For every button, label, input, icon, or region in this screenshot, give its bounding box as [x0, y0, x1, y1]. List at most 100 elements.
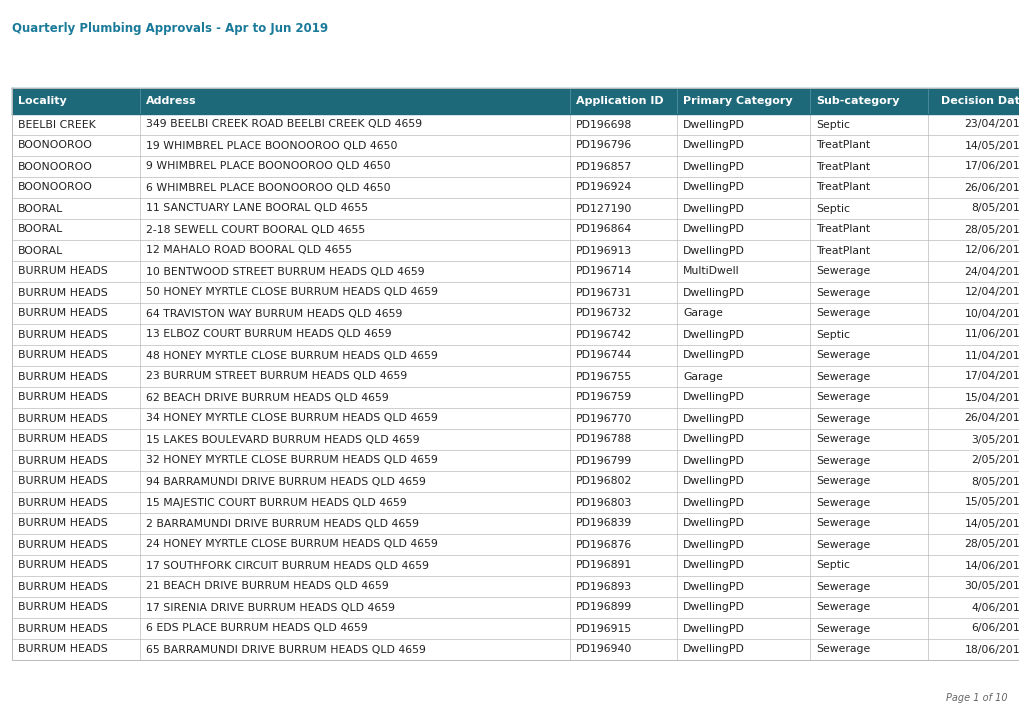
Text: BURRUM HEADS: BURRUM HEADS — [18, 309, 108, 319]
Text: 2 BARRAMUNDI DRIVE BURRUM HEADS QLD 4659: 2 BARRAMUNDI DRIVE BURRUM HEADS QLD 4659 — [146, 518, 419, 528]
Text: 9 WHIMBREL PLACE BOONOOROO QLD 4650: 9 WHIMBREL PLACE BOONOOROO QLD 4650 — [146, 162, 390, 172]
Text: Sewerage: Sewerage — [815, 392, 869, 402]
Text: 23/04/2019: 23/04/2019 — [964, 120, 1019, 130]
Text: BOONOOROO: BOONOOROO — [18, 162, 93, 172]
Text: DwellingPD: DwellingPD — [683, 203, 744, 213]
Text: Sewerage: Sewerage — [815, 267, 869, 276]
Text: Sewerage: Sewerage — [815, 539, 869, 549]
Text: DwellingPD: DwellingPD — [683, 582, 744, 591]
Text: PD196744: PD196744 — [576, 350, 632, 360]
Text: PD196714: PD196714 — [576, 267, 632, 276]
Text: PD196899: PD196899 — [576, 603, 632, 613]
Text: DwellingPD: DwellingPD — [683, 497, 744, 508]
Text: 15 MAJESTIC COURT BURRUM HEADS QLD 4659: 15 MAJESTIC COURT BURRUM HEADS QLD 4659 — [146, 497, 407, 508]
Text: PD127190: PD127190 — [576, 203, 632, 213]
Text: DwellingPD: DwellingPD — [683, 414, 744, 423]
Text: Sewerage: Sewerage — [815, 624, 869, 634]
Text: DwellingPD: DwellingPD — [683, 624, 744, 634]
Text: DwellingPD: DwellingPD — [683, 456, 744, 466]
Text: 11 SANCTUARY LANE BOORAL QLD 4655: 11 SANCTUARY LANE BOORAL QLD 4655 — [146, 203, 368, 213]
Text: DwellingPD: DwellingPD — [683, 288, 744, 298]
Text: Sewerage: Sewerage — [815, 477, 869, 487]
Text: Sewerage: Sewerage — [815, 414, 869, 423]
Text: 24 HONEY MYRTLE CLOSE BURRUM HEADS QLD 4659: 24 HONEY MYRTLE CLOSE BURRUM HEADS QLD 4… — [146, 539, 437, 549]
Text: TreatPlant: TreatPlant — [815, 245, 869, 255]
Text: Sewerage: Sewerage — [815, 456, 869, 466]
Text: DwellingPD: DwellingPD — [683, 245, 744, 255]
Text: 8/05/2019: 8/05/2019 — [970, 203, 1019, 213]
Text: Quarterly Plumbing Approvals - Apr to Jun 2019: Quarterly Plumbing Approvals - Apr to Ju… — [12, 22, 328, 35]
Text: BURRUM HEADS: BURRUM HEADS — [18, 560, 108, 570]
Text: 17 SOUTHFORK CIRCUIT BURRUM HEADS QLD 4659: 17 SOUTHFORK CIRCUIT BURRUM HEADS QLD 46… — [146, 560, 429, 570]
Text: TreatPlant: TreatPlant — [815, 182, 869, 193]
Text: Sewerage: Sewerage — [815, 309, 869, 319]
Text: 17/04/2019: 17/04/2019 — [964, 371, 1019, 381]
Text: Address: Address — [146, 96, 197, 106]
Text: DwellingPD: DwellingPD — [683, 539, 744, 549]
Text: Sewerage: Sewerage — [815, 371, 869, 381]
Text: 30/05/2019: 30/05/2019 — [963, 582, 1019, 591]
Text: BURRUM HEADS: BURRUM HEADS — [18, 288, 108, 298]
Text: 15/05/2019: 15/05/2019 — [964, 497, 1019, 508]
Text: 2/05/2019: 2/05/2019 — [970, 456, 1019, 466]
Text: Garage: Garage — [683, 309, 722, 319]
Text: BURRUM HEADS: BURRUM HEADS — [18, 539, 108, 549]
Text: PD196893: PD196893 — [576, 582, 632, 591]
Text: BURRUM HEADS: BURRUM HEADS — [18, 392, 108, 402]
Text: 12/06/2019: 12/06/2019 — [964, 245, 1019, 255]
Text: PD196891: PD196891 — [576, 560, 632, 570]
Text: BOONOOROO: BOONOOROO — [18, 141, 93, 151]
Text: Sewerage: Sewerage — [815, 288, 869, 298]
Text: Application ID: Application ID — [576, 96, 663, 106]
Text: DwellingPD: DwellingPD — [683, 162, 744, 172]
Text: 6 WHIMBREL PLACE BOONOOROO QLD 4650: 6 WHIMBREL PLACE BOONOOROO QLD 4650 — [146, 182, 390, 193]
Text: 3/05/2019: 3/05/2019 — [970, 435, 1019, 445]
Text: BOORAL: BOORAL — [18, 245, 63, 255]
Text: PD196940: PD196940 — [576, 645, 632, 655]
Text: 65 BARRAMUNDI DRIVE BURRUM HEADS QLD 4659: 65 BARRAMUNDI DRIVE BURRUM HEADS QLD 465… — [146, 645, 426, 655]
Text: BURRUM HEADS: BURRUM HEADS — [18, 603, 108, 613]
Text: BEELBI CREEK: BEELBI CREEK — [18, 120, 96, 130]
Text: 349 BEELBI CREEK ROAD BEELBI CREEK QLD 4659: 349 BEELBI CREEK ROAD BEELBI CREEK QLD 4… — [146, 120, 422, 130]
Text: PD196742: PD196742 — [576, 329, 632, 340]
Text: DwellingPD: DwellingPD — [683, 120, 744, 130]
Text: Sewerage: Sewerage — [815, 518, 869, 528]
Text: BURRUM HEADS: BURRUM HEADS — [18, 497, 108, 508]
Text: Garage: Garage — [683, 371, 722, 381]
Text: 4/06/2019: 4/06/2019 — [970, 603, 1019, 613]
Text: 14/06/2019: 14/06/2019 — [964, 560, 1019, 570]
Text: Sewerage: Sewerage — [815, 603, 869, 613]
Text: DwellingPD: DwellingPD — [683, 518, 744, 528]
Text: BURRUM HEADS: BURRUM HEADS — [18, 518, 108, 528]
Text: PD196857: PD196857 — [576, 162, 632, 172]
Text: 34 HONEY MYRTLE CLOSE BURRUM HEADS QLD 4659: 34 HONEY MYRTLE CLOSE BURRUM HEADS QLD 4… — [146, 414, 437, 423]
Text: PD196876: PD196876 — [576, 539, 632, 549]
Text: 2-18 SEWELL COURT BOORAL QLD 4655: 2-18 SEWELL COURT BOORAL QLD 4655 — [146, 224, 365, 234]
Text: 11/06/2019: 11/06/2019 — [964, 329, 1019, 340]
Text: BOORAL: BOORAL — [18, 224, 63, 234]
Text: BURRUM HEADS: BURRUM HEADS — [18, 435, 108, 445]
Text: PD196759: PD196759 — [576, 392, 632, 402]
Text: 94 BARRAMUNDI DRIVE BURRUM HEADS QLD 4659: 94 BARRAMUNDI DRIVE BURRUM HEADS QLD 465… — [146, 477, 426, 487]
Text: DwellingPD: DwellingPD — [683, 645, 744, 655]
Text: PD196788: PD196788 — [576, 435, 632, 445]
Text: Septic: Septic — [815, 560, 849, 570]
Text: DwellingPD: DwellingPD — [683, 435, 744, 445]
Text: TreatPlant: TreatPlant — [815, 162, 869, 172]
Text: BURRUM HEADS: BURRUM HEADS — [18, 456, 108, 466]
Text: DwellingPD: DwellingPD — [683, 141, 744, 151]
Text: 24/04/2019: 24/04/2019 — [964, 267, 1019, 276]
Text: 62 BEACH DRIVE BURRUM HEADS QLD 4659: 62 BEACH DRIVE BURRUM HEADS QLD 4659 — [146, 392, 388, 402]
Text: MultiDwell: MultiDwell — [683, 267, 739, 276]
Text: 10 BENTWOOD STREET BURRUM HEADS QLD 4659: 10 BENTWOOD STREET BURRUM HEADS QLD 4659 — [146, 267, 424, 276]
Text: Sub-category: Sub-category — [815, 96, 899, 106]
Text: Sewerage: Sewerage — [815, 435, 869, 445]
Text: 26/06/2019: 26/06/2019 — [964, 182, 1019, 193]
Text: BURRUM HEADS: BURRUM HEADS — [18, 329, 108, 340]
Text: PD196802: PD196802 — [576, 477, 632, 487]
Text: 6 EDS PLACE BURRUM HEADS QLD 4659: 6 EDS PLACE BURRUM HEADS QLD 4659 — [146, 624, 368, 634]
Text: 28/05/2019: 28/05/2019 — [964, 539, 1019, 549]
Text: DwellingPD: DwellingPD — [683, 392, 744, 402]
Text: PD196913: PD196913 — [576, 245, 632, 255]
Text: 15 LAKES BOULEVARD BURRUM HEADS QLD 4659: 15 LAKES BOULEVARD BURRUM HEADS QLD 4659 — [146, 435, 419, 445]
